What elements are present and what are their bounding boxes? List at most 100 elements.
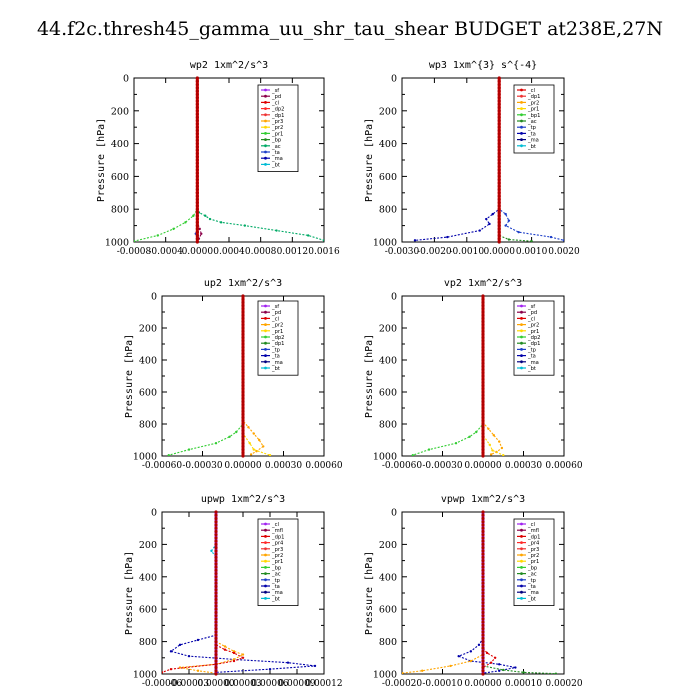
zero-line-marker [497,161,501,165]
series-point [172,227,175,231]
zero-line-marker [497,86,501,90]
legend-label: _ac [527,572,537,578]
zero-line-marker [214,643,218,647]
legend-label: _bt [271,162,280,168]
legend-marker [264,535,267,538]
y-tick-label: 600 [379,388,397,399]
x-tick-label: 0.0000 [483,247,515,257]
legend-marker [520,522,523,526]
zero-line-marker [497,197,501,201]
x-tick-label: -0.00030 [182,461,223,471]
zero-line-marker [497,119,501,123]
zero-line-marker [497,191,501,195]
zero-line-marker [241,390,245,394]
zero-line-marker [481,640,485,644]
zero-line-marker [214,581,218,585]
series-point [514,666,517,669]
zero-line-marker [214,565,218,569]
zero-line-marker [214,659,218,663]
legend-label: _ac [527,119,537,125]
zero-line-marker [481,345,485,349]
zero-line-marker [481,326,485,330]
legend-label: _pr2 [271,323,283,329]
zero-line-marker [195,76,199,80]
x-tick-label: -0.0004 [148,247,183,257]
legend-marker [520,566,523,569]
zero-line-marker [481,300,485,304]
zero-line-marker [481,403,485,407]
zero-line-marker [214,520,218,524]
series-line-pr1 [482,296,504,456]
zero-line-marker [497,233,501,238]
zero-line-marker [241,329,245,333]
zero-line-marker [241,326,245,330]
legend-label: _bp1 [527,113,540,119]
legend-marker [264,107,267,110]
x-tick-label: 0.0016 [308,247,340,257]
zero-line-marker [241,371,245,375]
legend-marker [520,547,523,551]
legend-label: _pd [527,310,537,316]
series-line-pr2 [402,512,484,674]
x-tick-label: -0.00003 [169,679,210,689]
x-tick-label: 0.00060 [545,461,582,471]
series-point [235,430,238,434]
zero-line-marker [481,571,485,576]
legend-marker [520,553,523,557]
y-tick-label: 1000 [133,670,157,681]
zero-line-marker [195,217,199,221]
legend-marker [264,360,267,364]
zero-line-marker [241,416,245,420]
zero-line-marker [497,187,501,192]
zero-line-marker [214,523,218,527]
legend-label: _ma [271,360,283,366]
zero-line-marker [195,135,199,139]
x-tick-label: 0.0004 [213,247,245,257]
x-tick-label: 0.0012 [277,247,309,257]
x-tick-label: -0.0030 [385,247,420,257]
figure-title: 44.f2c.thresh45_gamma_uu_shr_tau_shear B… [36,18,664,40]
legend-label: _ma [527,590,539,596]
legend-label: _tp [271,578,281,584]
zero-line-marker [195,191,199,195]
zero-line-marker [481,339,485,343]
zero-line-marker [497,148,501,152]
zero-line-marker [214,597,218,602]
series-point [449,664,452,668]
y-axis-label: Pressure [hPa] [364,118,375,202]
zero-line-marker [241,368,245,372]
x-tick-label: -0.0020 [417,247,452,257]
zero-line-marker [481,652,485,657]
zero-line-marker [241,342,245,346]
zero-line-marker [214,529,218,534]
zero-line-marker [195,86,199,90]
legend-label: _pr2 [271,125,283,131]
zero-line-marker [481,377,485,381]
x-tick-label: 0.00000 [197,679,234,689]
zero-line-marker [481,516,485,521]
zero-line-marker [195,210,199,215]
zero-line-marker [497,115,501,119]
zero-line-marker [241,425,245,429]
x-tick-label: -0.00010 [422,679,463,689]
zero-line-marker [195,171,199,175]
legend-marker [264,88,267,92]
legend-marker [264,541,267,544]
zero-line-marker [214,617,218,621]
zero-line-marker [481,348,485,352]
legend-label: _bt [527,366,536,372]
zero-line-marker [497,217,501,221]
chart-panel-1: wp2 1xm^2/s^3 Pressure [hPa] 0 200 400 600 800… [96,60,340,257]
zero-line-marker [481,412,485,416]
x-tick-label: 0.00000 [464,679,501,689]
legend-marker [520,144,523,148]
zero-line-marker [241,374,245,378]
x-tick-label: -0.00060 [142,461,183,471]
zero-line-marker [214,588,218,592]
zero-line-marker [214,539,218,543]
y-axis-label: Pressure [hPa] [124,551,135,635]
y-tick-label: 200 [379,324,397,335]
series-point [313,664,317,668]
zero-line-marker [497,79,501,83]
series-point [454,442,458,445]
